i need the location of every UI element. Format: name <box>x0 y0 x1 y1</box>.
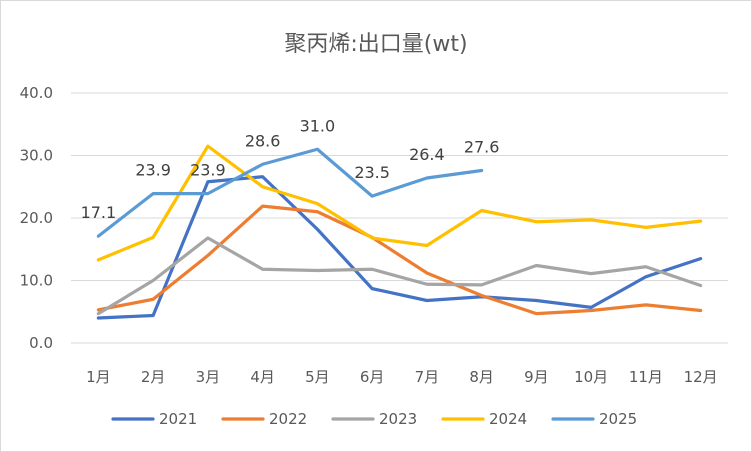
legend-label: 2025 <box>599 410 637 428</box>
x-tick-label: 11月 <box>629 368 663 386</box>
gridlines <box>71 92 728 344</box>
data-label: 28.6 <box>245 131 281 150</box>
legend-label: 2021 <box>159 410 197 428</box>
y-tick-label: 0.0 <box>29 334 53 352</box>
chart-title: 聚丙烯:出口量(wt) <box>284 32 467 57</box>
data-label: 23.5 <box>354 163 390 182</box>
y-tick-label: 10.0 <box>20 272 53 290</box>
x-tick-label: 6月 <box>360 368 385 386</box>
series-line-2025 <box>96 147 484 238</box>
series-line-2022 <box>96 204 703 316</box>
y-tick-label: 40.0 <box>20 84 53 102</box>
series-lines <box>96 144 703 320</box>
x-tick-label: 4月 <box>250 368 275 386</box>
x-tick-label: 1月 <box>86 368 111 386</box>
legend-label: 2022 <box>269 410 307 428</box>
series-line-2023 <box>96 236 703 316</box>
x-tick-label: 7月 <box>415 368 440 386</box>
legend-label: 2024 <box>489 410 527 428</box>
x-tick-label: 3月 <box>196 368 221 386</box>
data-label: 26.4 <box>409 145 445 164</box>
data-label: 23.9 <box>190 161 226 180</box>
y-axis: 0.0 10.0 20.0 30.0 40.0 <box>20 84 53 352</box>
x-tick-label: 5月 <box>305 368 330 386</box>
legend: 2021 2022 2023 2024 2025 <box>111 410 637 428</box>
y-tick-label: 20.0 <box>20 209 53 227</box>
data-label: 17.1 <box>81 203 117 222</box>
series-line-2024 <box>96 144 703 262</box>
x-tick-label: 9月 <box>524 368 549 386</box>
x-tick-label: 8月 <box>469 368 494 386</box>
data-labels: 17.1 23.9 23.9 28.6 31.0 23.5 26.4 27.6 <box>81 116 500 222</box>
data-label: 27.6 <box>464 138 500 157</box>
series-line-2021 <box>96 175 703 320</box>
x-tick-label: 2月 <box>141 368 166 386</box>
legend-label: 2023 <box>379 410 417 428</box>
data-label: 31.0 <box>300 116 336 135</box>
x-axis: 1月 2月 3月 4月 5月 6月 7月 8月 9月 10月 11月 12月 <box>86 368 718 386</box>
x-tick-label: 12月 <box>684 368 718 386</box>
y-tick-label: 30.0 <box>20 147 53 165</box>
data-label: 23.9 <box>135 161 171 180</box>
x-tick-label: 10月 <box>574 368 608 386</box>
